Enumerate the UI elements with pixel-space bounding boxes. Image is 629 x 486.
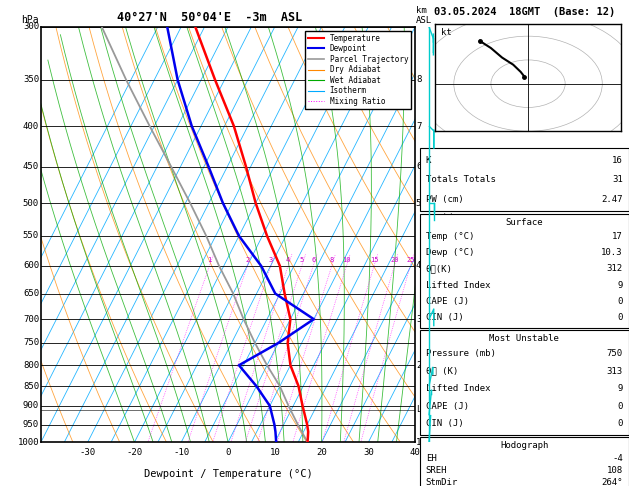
Bar xyxy=(420,148,629,211)
Text: 7: 7 xyxy=(416,122,421,131)
Text: 10: 10 xyxy=(269,449,280,457)
Text: 31: 31 xyxy=(612,175,623,184)
Text: 350: 350 xyxy=(23,75,39,85)
Text: Temp (°C): Temp (°C) xyxy=(426,232,474,241)
Text: 0: 0 xyxy=(617,402,623,411)
Text: CIN (J): CIN (J) xyxy=(426,313,464,322)
Text: 650: 650 xyxy=(23,289,39,298)
Text: kt: kt xyxy=(441,28,452,36)
Text: 0: 0 xyxy=(225,449,231,457)
Text: CAPE (J): CAPE (J) xyxy=(426,402,469,411)
Text: 10: 10 xyxy=(342,257,351,263)
Text: 600: 600 xyxy=(23,261,39,270)
Text: 6: 6 xyxy=(311,257,315,263)
Text: 108: 108 xyxy=(606,466,623,475)
Text: 20: 20 xyxy=(390,257,399,263)
Text: 750: 750 xyxy=(606,349,623,358)
Text: 0: 0 xyxy=(617,297,623,306)
Text: PW (cm): PW (cm) xyxy=(426,195,464,204)
Text: -20: -20 xyxy=(126,449,143,457)
Text: 4: 4 xyxy=(416,261,421,270)
Text: LCL: LCL xyxy=(416,405,431,414)
Text: Hodograph: Hodograph xyxy=(500,441,548,451)
Text: 8: 8 xyxy=(330,257,334,263)
Text: Pressure (mb): Pressure (mb) xyxy=(426,349,496,358)
Text: Lifted Index: Lifted Index xyxy=(426,384,491,393)
Text: 4: 4 xyxy=(286,257,290,263)
Text: 30: 30 xyxy=(363,449,374,457)
Text: Dewpoint / Temperature (°C): Dewpoint / Temperature (°C) xyxy=(143,469,313,479)
Text: 20: 20 xyxy=(316,449,327,457)
Text: 313: 313 xyxy=(606,367,623,376)
Text: 700: 700 xyxy=(23,314,39,324)
Text: 500: 500 xyxy=(23,199,39,208)
Text: 3: 3 xyxy=(269,257,273,263)
Text: 1000: 1000 xyxy=(18,438,39,447)
Text: 9: 9 xyxy=(617,384,623,393)
Text: θᴇ(K): θᴇ(K) xyxy=(426,264,453,274)
Text: 10.3: 10.3 xyxy=(601,248,623,257)
Text: 450: 450 xyxy=(23,162,39,171)
Text: 400: 400 xyxy=(23,122,39,131)
Text: EH: EH xyxy=(426,453,437,463)
Text: Totals Totals: Totals Totals xyxy=(426,175,496,184)
Text: km
ASL: km ASL xyxy=(416,6,432,25)
Text: SREH: SREH xyxy=(426,466,447,475)
Text: 03.05.2024  18GMT  (Base: 12): 03.05.2024 18GMT (Base: 12) xyxy=(433,7,615,17)
Text: 3: 3 xyxy=(416,314,421,324)
Text: CAPE (J): CAPE (J) xyxy=(426,297,469,306)
Text: 40°27'N  50°04'E  -3m  ASL: 40°27'N 50°04'E -3m ASL xyxy=(116,11,302,24)
Bar xyxy=(420,214,629,328)
Text: -30: -30 xyxy=(80,449,96,457)
Text: 8: 8 xyxy=(416,75,421,85)
Text: Dewp (°C): Dewp (°C) xyxy=(426,248,474,257)
Text: 1: 1 xyxy=(208,257,211,263)
Text: -4: -4 xyxy=(612,453,623,463)
Text: Mixing Ratio (g/kg): Mixing Ratio (g/kg) xyxy=(445,183,454,286)
Text: 264°: 264° xyxy=(601,478,623,486)
Text: Surface: Surface xyxy=(506,218,543,227)
Text: Most Unstable: Most Unstable xyxy=(489,334,559,344)
Text: 0: 0 xyxy=(617,313,623,322)
Text: 950: 950 xyxy=(23,420,39,429)
Text: 2: 2 xyxy=(245,257,250,263)
Text: 900: 900 xyxy=(23,401,39,410)
Text: 850: 850 xyxy=(23,382,39,391)
Text: K: K xyxy=(426,156,431,165)
Bar xyxy=(420,330,629,435)
Text: 15: 15 xyxy=(370,257,378,263)
Text: 2.47: 2.47 xyxy=(601,195,623,204)
Text: 750: 750 xyxy=(23,338,39,347)
Text: 1: 1 xyxy=(416,438,421,447)
Text: 2: 2 xyxy=(416,361,421,370)
Text: 16: 16 xyxy=(612,156,623,165)
Text: StmDir: StmDir xyxy=(426,478,458,486)
Text: 25: 25 xyxy=(406,257,415,263)
Legend: Temperature, Dewpoint, Parcel Trajectory, Dry Adiabat, Wet Adiabat, Isotherm, Mi: Temperature, Dewpoint, Parcel Trajectory… xyxy=(305,31,411,109)
Text: 800: 800 xyxy=(23,361,39,370)
Bar xyxy=(420,437,629,486)
Text: Lifted Index: Lifted Index xyxy=(426,280,491,290)
Text: 312: 312 xyxy=(606,264,623,274)
Text: θᴇ (K): θᴇ (K) xyxy=(426,367,458,376)
Text: 0: 0 xyxy=(617,419,623,428)
Text: 300: 300 xyxy=(23,22,39,31)
Text: 6: 6 xyxy=(416,162,421,171)
Text: CIN (J): CIN (J) xyxy=(426,419,464,428)
Text: -10: -10 xyxy=(173,449,189,457)
Text: hPa: hPa xyxy=(21,16,39,25)
Text: 40: 40 xyxy=(409,449,421,457)
Text: 17: 17 xyxy=(612,232,623,241)
Text: 550: 550 xyxy=(23,231,39,241)
Text: 5: 5 xyxy=(416,199,421,208)
Text: 9: 9 xyxy=(617,280,623,290)
Text: 5: 5 xyxy=(299,257,304,263)
